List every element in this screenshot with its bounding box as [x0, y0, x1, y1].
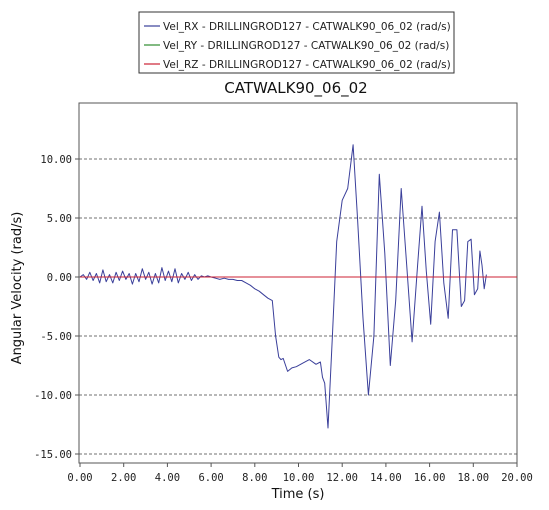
legend: Vel_RX - DRILLINGROD127 - CATWALK90_06_0… [138, 11, 455, 74]
x-tick-label: 12.00 [326, 472, 358, 484]
axis-ticks: 10.00 5.00 0.00 -5.00 -10.00 -15.00 0.00 2.00 4.… [34, 154, 533, 484]
x-tick-label: 2.00 [111, 472, 136, 484]
y-tick-label: -15.00 [34, 449, 72, 461]
y-tick-label: 0.00 [47, 272, 72, 284]
y-tick-label: -10.00 [34, 390, 72, 402]
plot-area [78, 102, 518, 464]
x-tick-label: 14.00 [370, 472, 402, 484]
legend-label-ry: Vel_RY - DRILLINGROD127 - CATWALK90_06_0… [163, 40, 449, 52]
chart-title: CATWALK90_06_02 [224, 79, 367, 98]
y-tick-label: -5.00 [40, 331, 72, 343]
x-tick-label: 8.00 [242, 472, 267, 484]
x-axis-label: Time (s) [271, 487, 325, 502]
series-line-vel-rx [79, 144, 487, 429]
x-tick-label: 16.00 [414, 472, 446, 484]
x-tick-label: 6.00 [198, 472, 223, 484]
x-tick-label: 0.00 [67, 472, 92, 484]
x-tick-label: 4.00 [155, 472, 180, 484]
series-lines [79, 144, 517, 429]
y-axis-label: Angular Velocity (rad/s) [10, 212, 25, 365]
legend-label-rz: Vel_RZ - DRILLINGROD127 - CATWALK90_06_0… [163, 59, 451, 71]
legend-label-rx: Vel_RX - DRILLINGROD127 - CATWALK90_06_0… [163, 21, 451, 33]
y-tick-label: 5.00 [47, 213, 72, 225]
legend-box [138, 11, 455, 74]
x-tick-label: 10.00 [283, 472, 315, 484]
y-tick-label: 10.00 [40, 154, 72, 166]
x-tick-label: 20.00 [501, 472, 533, 484]
x-tick-label: 18.00 [457, 472, 489, 484]
